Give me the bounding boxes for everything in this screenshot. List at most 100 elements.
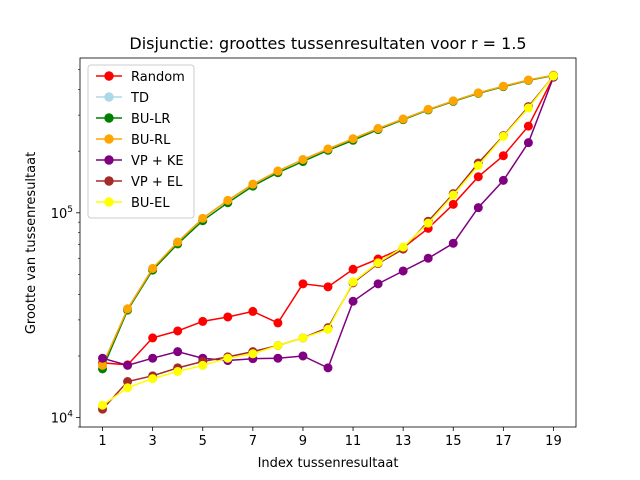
legend: Random TD BU-LR BU-RL VP + KE VP + EL BU-EL [87,64,195,219]
data-point [298,279,308,289]
data-point [423,218,433,228]
legend-marker [104,197,114,207]
data-point [323,144,333,154]
data-point [398,114,408,124]
data-point [123,360,133,370]
data-point [398,242,408,252]
legend-marker [104,71,114,81]
legend-label: VP + EL [131,175,183,190]
data-point [273,318,283,328]
legend-label: BU-EL [131,196,170,211]
legend-entry: VP + KE [96,154,184,169]
data-point [523,103,533,113]
legend-entry: BU-EL [96,196,170,211]
data-point [173,366,183,376]
legend-box [87,64,195,219]
x-tick-label: 13 [395,434,412,449]
legend-entry: BU-LR [96,112,170,127]
data-point [198,316,208,326]
data-point [223,312,233,322]
y-axis-label: Grootte van tussenresultaat [24,152,39,334]
x-tick-label: 17 [495,434,512,449]
data-point [148,333,158,343]
data-point [373,124,383,134]
series-bu-el [98,71,558,410]
data-point [273,353,283,363]
data-point [373,279,383,289]
data-point [148,263,158,273]
data-point [448,238,458,248]
y-tick-label: 105 [51,205,73,222]
data-point [198,360,208,370]
x-tick-label: 3 [149,434,157,449]
legend-label: TD [130,91,149,106]
data-point [348,134,358,144]
x-tick-label: 9 [299,434,307,449]
y-tick-label: 104 [51,410,74,427]
data-point [323,282,333,292]
data-point [273,166,283,176]
data-point [523,75,533,85]
data-point [523,121,533,131]
x-tick-label: 7 [249,434,257,449]
data-point [473,172,483,182]
data-point [248,179,258,189]
data-point [223,195,233,205]
legend-marker [104,134,114,144]
data-point [398,266,408,276]
data-point [173,237,183,247]
data-point [348,296,358,306]
data-point [123,304,133,314]
data-point [498,81,508,91]
data-point [473,161,483,171]
legend-marker [104,155,114,165]
data-point [373,258,383,268]
x-tick-label: 5 [199,434,207,449]
data-point [348,277,358,287]
chart-title: Disjunctie: groottes tussenresultaten vo… [129,34,526,53]
axes-frame [79,57,577,428]
data-point [298,351,308,361]
legend-marker [104,92,114,102]
data-point [348,264,358,274]
data-point [273,340,283,350]
legend-label: BU-RL [131,133,171,148]
legend-entry: BU-RL [96,133,171,148]
legend-label: Random [131,70,185,85]
data-point [448,190,458,200]
data-point [248,306,258,316]
data-point [323,363,333,373]
data-point [173,326,183,336]
x-tick-label: 11 [345,434,362,449]
data-point [248,349,258,359]
data-point [298,333,308,343]
data-point [448,199,458,209]
data-point [148,374,158,384]
data-point [473,88,483,98]
data-point [498,175,508,185]
legend-entry: Random [96,70,185,85]
legend-marker [104,113,114,123]
data-point [98,353,108,363]
data-point [223,353,233,363]
data-point [448,96,458,106]
x-tick-label: 19 [545,434,562,449]
data-point [148,353,158,363]
data-point [548,71,558,81]
data-point [473,203,483,213]
data-point [198,213,208,223]
legend-entry: TD [96,91,149,106]
legend-label: VP + KE [131,154,184,169]
data-point [423,104,433,114]
data-point [498,151,508,161]
data-point [123,383,133,393]
x-tick-label: 1 [98,434,106,449]
legend-label: BU-LR [131,112,170,127]
legend-marker [104,176,114,186]
x-axis-label: Index tussenresultaat [258,456,399,471]
data-point [98,400,108,410]
data-point [523,138,533,148]
